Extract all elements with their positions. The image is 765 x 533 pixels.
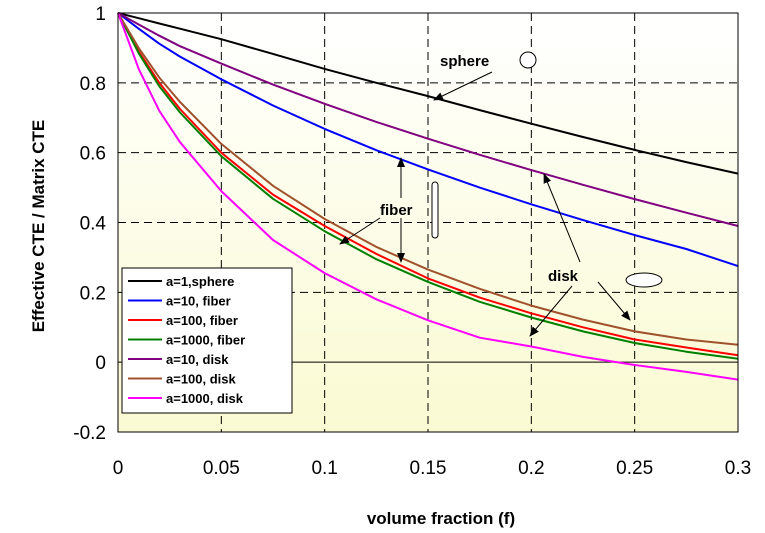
legend-label: a=1,sphere	[166, 274, 234, 289]
fiber-shape-icon	[431, 181, 439, 239]
disk-arrow-down	[529, 285, 573, 337]
y-tick-label: 0	[95, 353, 106, 374]
series-line-a-10-fiber	[117, 12, 739, 268]
legend-label: a=1000, disk	[166, 391, 244, 406]
legend-label: a=10, disk	[166, 352, 229, 367]
legend: a=1,sphere a=10, fiber a=100, fiber a=1000,…	[121, 267, 293, 414]
annotation-fiber: fiber	[380, 202, 413, 219]
x-tick-label: 0.05	[203, 458, 240, 479]
annotation-sphere: sphere	[440, 53, 489, 70]
y-tick-label: -0.2	[73, 423, 106, 444]
series-line-a-100-disk	[117, 12, 739, 346]
x-tick-label: 0.15	[410, 458, 447, 479]
x-tick-label: 0.1	[311, 458, 337, 479]
disk-arrow-right	[597, 281, 631, 321]
x-tick-label: 0	[113, 458, 124, 479]
sphere-arrow	[433, 71, 493, 101]
y-tick-label: 0.8	[80, 74, 106, 95]
series-line-a-100-fiber	[117, 12, 739, 357]
legend-label: a=10, fiber	[166, 294, 231, 309]
series-line-a-1000-disk	[117, 12, 739, 381]
legend-label: a=100, disk	[166, 372, 237, 387]
series-line-a-1-sphere	[117, 12, 739, 175]
y-tick-label: 0.4	[80, 214, 107, 235]
legend-label: a=1000, fiber	[166, 333, 245, 348]
x-axis-label: volume fraction (f)	[367, 509, 515, 528]
series-lines	[117, 12, 739, 381]
series-line-a-1000-fiber	[117, 12, 739, 360]
x-tick-label: 0.2	[518, 458, 544, 479]
y-axis-label: Effective CTE / Matrix CTE	[29, 120, 48, 333]
disk-arrow-up	[543, 173, 581, 263]
x-tick-labels: 0 0.05 0.1 0.15 0.2 0.25 0.3	[113, 458, 752, 479]
y-tick-labels: -0.2 0 0.2 0.4 0.6 0.8 1	[73, 4, 106, 444]
x-tick-label: 0.3	[725, 458, 751, 479]
y-tick-label: 0.6	[80, 144, 106, 165]
plot-border	[117, 12, 739, 433]
annotation-disk: disk	[548, 268, 579, 285]
grid-lines	[118, 13, 738, 432]
series-line-a-10-disk	[117, 12, 739, 227]
sphere-shape-icon	[519, 51, 537, 69]
legend-label: a=100, fiber	[166, 313, 238, 328]
y-tick-label: 1	[95, 4, 106, 25]
fiber-arrow-left	[339, 217, 381, 245]
disk-shape-icon	[625, 272, 663, 288]
x-tick-label: 0.25	[616, 458, 653, 479]
y-tick-label: 0.2	[80, 283, 106, 304]
